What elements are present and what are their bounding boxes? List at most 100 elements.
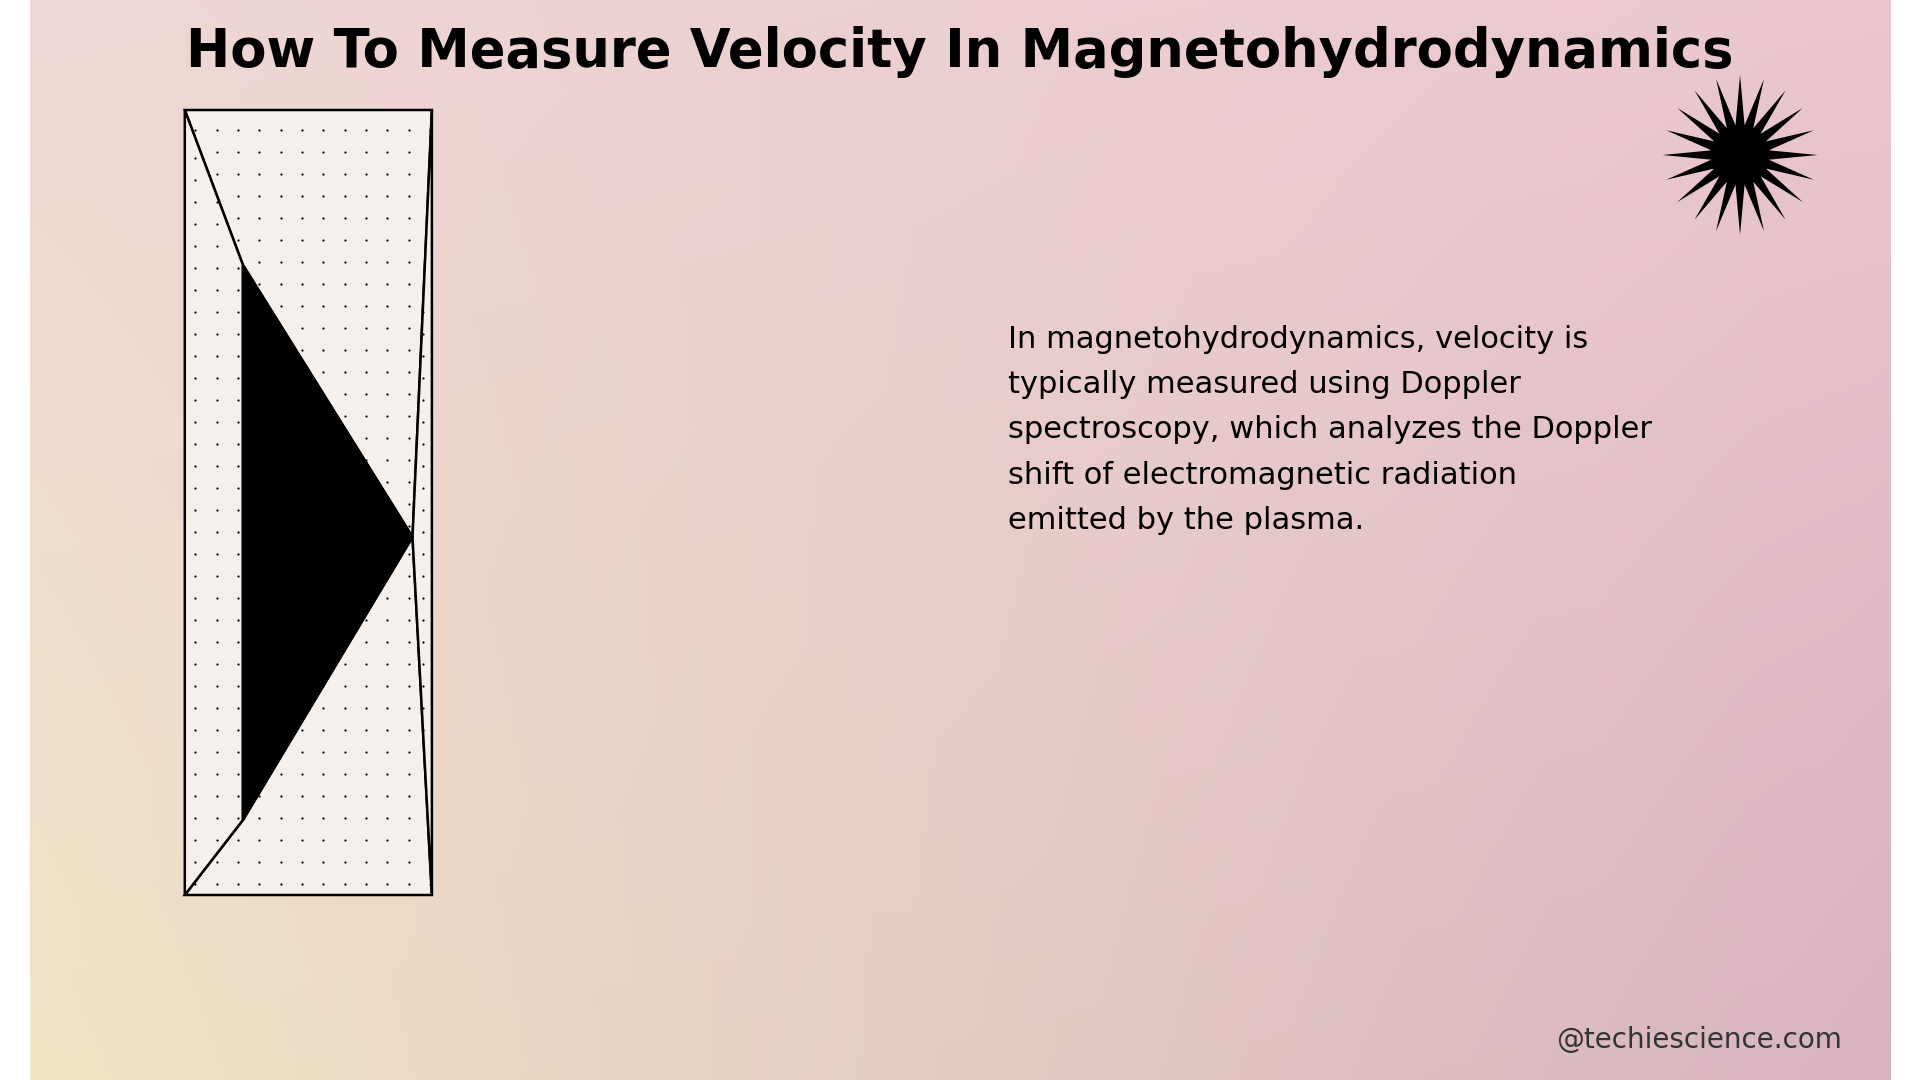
Point: [394, 430, 424, 447]
Point: [223, 210, 253, 227]
Point: [265, 187, 296, 204]
Point: [180, 238, 211, 255]
Point: [286, 832, 317, 849]
Point: [223, 187, 253, 204]
Point: [223, 165, 253, 183]
Point: [180, 435, 211, 453]
Point: [223, 633, 253, 650]
Point: [223, 611, 253, 629]
Point: [202, 809, 232, 826]
Point: [351, 254, 382, 271]
Point: [202, 677, 232, 694]
Point: [180, 766, 211, 783]
Point: [286, 121, 317, 138]
Point: [202, 282, 232, 299]
Point: [223, 787, 253, 805]
Point: [286, 165, 317, 183]
Point: [407, 677, 438, 694]
Point: [286, 743, 317, 760]
Point: [330, 853, 361, 870]
Point: [351, 451, 382, 469]
Polygon shape: [244, 265, 413, 820]
Point: [180, 121, 211, 138]
Point: [307, 721, 338, 739]
Point: [223, 832, 253, 849]
Point: [223, 809, 253, 826]
Point: [372, 787, 403, 805]
Point: [330, 187, 361, 204]
Point: [351, 341, 382, 359]
Point: [286, 809, 317, 826]
Point: [372, 611, 403, 629]
Point: [372, 407, 403, 424]
Point: [202, 259, 232, 276]
Point: [180, 259, 211, 276]
Point: [394, 341, 424, 359]
Point: [372, 341, 403, 359]
Point: [330, 766, 361, 783]
Point: [223, 545, 253, 563]
Point: [223, 876, 253, 893]
Point: [202, 721, 232, 739]
Point: [351, 121, 382, 138]
Point: [265, 165, 296, 183]
Point: [351, 386, 382, 403]
Point: [394, 677, 424, 694]
Point: [394, 297, 424, 314]
Point: [244, 832, 275, 849]
Point: [244, 165, 275, 183]
Point: [307, 187, 338, 204]
Point: [394, 254, 424, 271]
Point: [330, 832, 361, 849]
Point: [394, 144, 424, 161]
Point: [407, 501, 438, 518]
Point: [286, 320, 317, 337]
Point: [372, 165, 403, 183]
Point: [202, 743, 232, 760]
Polygon shape: [184, 110, 244, 895]
Point: [307, 677, 338, 694]
Point: [330, 787, 361, 805]
Point: [407, 414, 438, 431]
Point: [330, 876, 361, 893]
Point: [351, 210, 382, 227]
Point: [223, 435, 253, 453]
Point: [307, 210, 338, 227]
Point: [394, 473, 424, 490]
Point: [180, 700, 211, 717]
Point: [202, 348, 232, 365]
Point: [330, 320, 361, 337]
Point: [407, 480, 438, 497]
Point: [223, 348, 253, 365]
Point: [394, 165, 424, 183]
Point: [407, 567, 438, 584]
Point: [286, 144, 317, 161]
Point: [394, 853, 424, 870]
Point: [351, 721, 382, 739]
Point: [180, 876, 211, 893]
Point: [330, 210, 361, 227]
Point: [407, 721, 438, 739]
Text: How To Measure Velocity In Magnetohydrodynamics: How To Measure Velocity In Magnetohydrod…: [186, 26, 1734, 78]
Point: [351, 656, 382, 673]
Point: [265, 809, 296, 826]
Point: [286, 853, 317, 870]
Point: [244, 787, 275, 805]
Point: [307, 275, 338, 293]
Point: [180, 787, 211, 805]
Point: [351, 787, 382, 805]
Point: [307, 832, 338, 849]
Point: [394, 386, 424, 403]
Point: [202, 303, 232, 321]
Point: [394, 611, 424, 629]
Point: [180, 325, 211, 342]
Point: [351, 407, 382, 424]
Point: [372, 677, 403, 694]
Point: [180, 743, 211, 760]
Point: [372, 275, 403, 293]
Point: [180, 348, 211, 365]
Point: [180, 721, 211, 739]
Point: [394, 633, 424, 650]
Point: [286, 187, 317, 204]
Point: [307, 231, 338, 248]
